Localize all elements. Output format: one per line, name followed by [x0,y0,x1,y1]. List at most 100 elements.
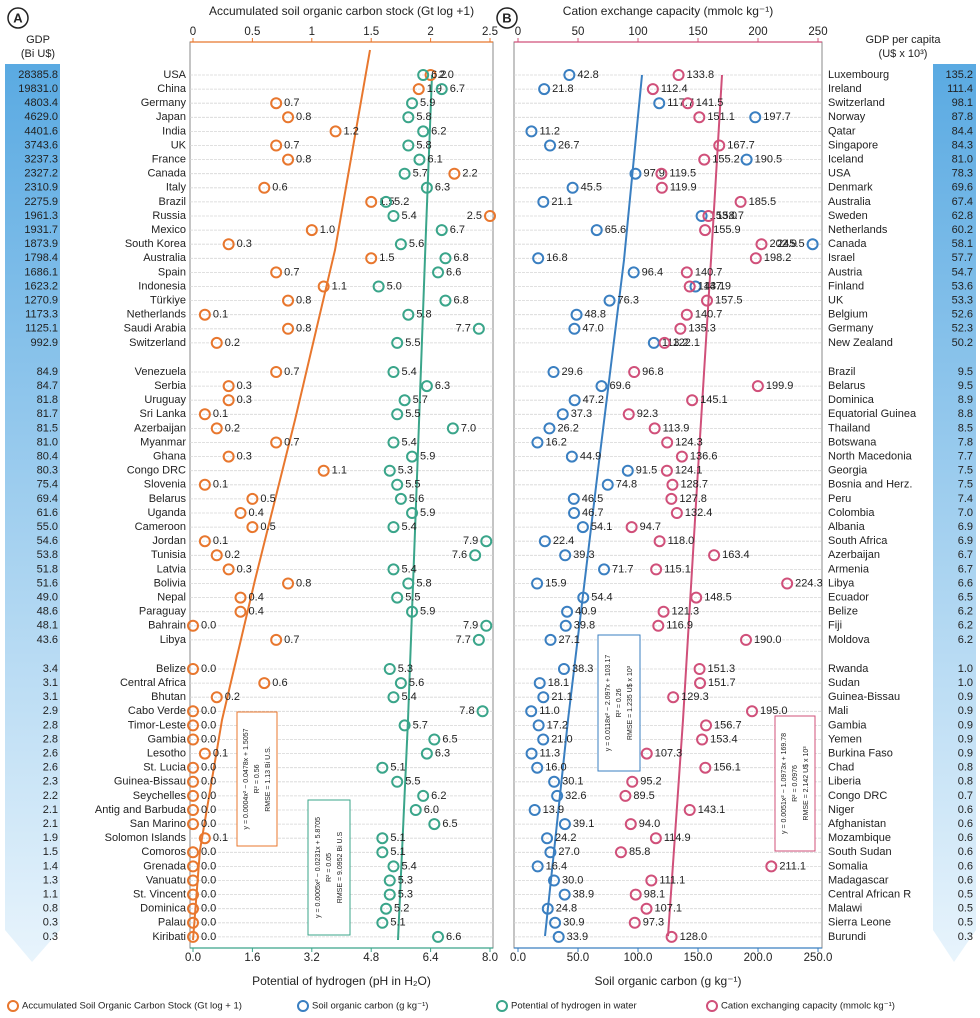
data-point [413,153,426,166]
value-label: 0.0 [201,889,216,901]
data-point [749,111,762,124]
value-label: 98.1 [644,889,665,901]
data-point [391,336,404,349]
data-point [187,902,199,915]
value-label: 7.9 [463,535,478,547]
value-label: 0.0 [201,762,216,774]
value-label: 11.3 [540,748,561,760]
data-point [234,591,247,604]
value-label: 0.7 [284,97,299,109]
value-label: 0.4 [249,606,264,618]
tick-label: 150.0 [684,952,713,964]
country-name: Libya [160,634,187,646]
data-point [570,308,583,321]
equation-box [307,799,351,936]
data-point [270,266,283,279]
data-point [387,860,400,873]
value-label: 158.7 [716,210,744,222]
data-point [417,69,430,81]
country-name: Denmark [828,182,873,194]
data-point [472,633,485,646]
value-label: 5.8 [416,309,431,321]
country-name: USA [163,69,186,81]
data-point [187,930,199,943]
country-name: South Sudan [828,846,892,858]
panel-badge [7,7,29,29]
equation-text: y = 0.0051x² − 1.0973x + 169.78 [781,733,788,834]
value-label: 6.8 [453,252,468,264]
country-name: Congo DRC [828,790,887,802]
gdp-value: 8.5 [958,422,973,434]
gdp-value: 84.4 [952,125,973,137]
data-point [222,238,235,251]
equation-text: R² = 0.56 [254,764,261,793]
gdp-value: 1.0 [958,677,973,689]
value-label: 198.2 [764,252,792,264]
value-label: 202.9 [769,238,797,250]
value-label: 46.5 [582,493,603,505]
value-label: 5.5 [405,479,420,491]
value-label: 32.6 [565,790,586,802]
data-point [531,577,544,590]
gdp-value: 2.8 [43,733,58,745]
gdp-value: 61.6 [37,507,58,519]
data-point [538,535,551,548]
gdp-value: 2.6 [43,762,58,774]
data-point [541,902,554,915]
data-point [537,195,550,208]
data-point [702,210,715,222]
value-label: 0.2 [225,549,240,561]
data-point [305,224,318,237]
gdp-value: 7.5 [958,465,973,477]
value-label: 153.0 [710,210,738,222]
gdp-value: 81.8 [37,394,58,406]
country-name: Paraguay [139,606,187,618]
data-point [391,408,404,421]
data-point [187,860,199,873]
tick-label: 150 [688,26,707,38]
country-name: Chad [828,762,854,774]
country-name: Slovenia [144,479,187,491]
data-point [551,789,564,802]
gdp-value: 87.8 [952,111,973,123]
data-point [698,153,711,166]
gdp-value: 80.3 [37,465,58,477]
tick-label: 3.2 [304,952,320,964]
data-point [270,633,283,646]
value-label: 0.8 [296,295,311,307]
data-point [270,436,283,449]
data-point [424,69,437,81]
value-label: 151.1 [707,111,735,123]
data-point [558,818,571,831]
value-label: 0.8 [296,323,311,335]
value-label: 21.8 [552,83,573,95]
value-label: 0.0 [201,733,216,745]
data-point [653,535,666,548]
data-point [198,535,211,548]
country-name: Sweden [828,210,868,222]
tick-label: 0 [515,26,521,38]
value-label: 16.2 [545,436,566,448]
value-label: 0.3 [237,238,252,250]
data-point [376,761,389,774]
value-label: 13.9 [543,804,564,816]
value-label: 6.2 [431,125,446,137]
data-point [601,478,614,491]
data-point [695,210,708,222]
country-name: Israel [828,252,855,264]
value-label: 153.4 [710,733,738,745]
data-point [222,450,235,463]
data-point [187,719,199,732]
gdp-value: 84.3 [952,139,973,151]
data-point [640,902,653,915]
value-label: 6.8 [453,295,468,307]
country-name: Peru [828,493,851,505]
gdp-value: 48.6 [37,606,58,618]
country-name: Saudi Arabia [124,323,187,335]
country-name: Luxembourg [828,69,889,81]
country-name: Uganda [147,507,186,519]
gdp-value: 9.5 [958,366,973,378]
data-point [469,549,482,562]
equation-text: RMSE = 1.235 U$ x 10³ [627,665,634,740]
tick-label: 0.0 [185,952,201,964]
